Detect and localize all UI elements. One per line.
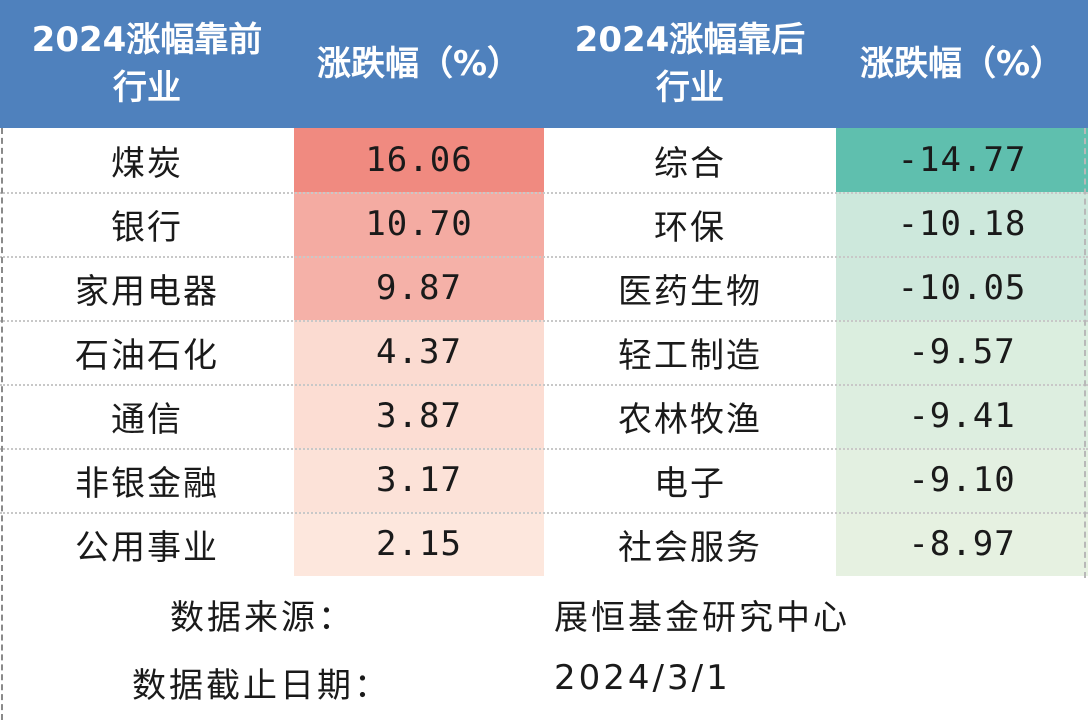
top-change-cell: 16.06 xyxy=(294,128,544,192)
table-row: 家用电器 9.87 医药生物 -10.05 xyxy=(0,256,1088,320)
header-bottom-industry-line1: 2024涨幅靠后 xyxy=(574,20,806,60)
bottom-change-cell: -10.18 xyxy=(836,192,1088,256)
top-change-cell: 10.70 xyxy=(294,192,544,256)
source-label: 数据来源： xyxy=(170,598,355,638)
header-top-industry-line1: 2024涨幅靠前 xyxy=(31,20,263,60)
table-row: 煤炭 16.06 综合 -14.77 xyxy=(0,128,1088,192)
table-row: 银行 10.70 环保 -10.18 xyxy=(0,192,1088,256)
bottom-change-cell: -8.97 xyxy=(836,512,1088,576)
top-industry-cell: 通信 xyxy=(0,384,294,448)
top-change-cell: 9.87 xyxy=(294,256,544,320)
bottom-industry-cell: 轻工制造 xyxy=(544,320,836,384)
top-industry-cell: 家用电器 xyxy=(0,256,294,320)
header-bottom-industry-line2: 行业 xyxy=(655,68,724,108)
source-value: 展恒基金研究中心 xyxy=(554,598,850,638)
top-industry-cell: 煤炭 xyxy=(0,128,294,192)
bottom-industry-cell: 社会服务 xyxy=(544,512,836,576)
header-bottom-change: 涨跌幅（%） xyxy=(859,44,1065,84)
header-top-industry: 2024涨幅靠前 行业 xyxy=(0,0,294,128)
header-top-change: 涨跌幅（%） xyxy=(316,44,522,84)
row-divider xyxy=(0,512,1088,514)
header-bottom-industry: 2024涨幅靠后 行业 xyxy=(544,0,836,128)
top-change-cell: 3.17 xyxy=(294,448,544,512)
bottom-change-cell: -9.57 xyxy=(836,320,1088,384)
bottom-industry-cell: 农林牧渔 xyxy=(544,384,836,448)
row-divider xyxy=(0,384,1088,386)
bottom-industry-cell: 环保 xyxy=(544,192,836,256)
top-change-cell: 2.15 xyxy=(294,512,544,576)
table-row: 石油石化 4.37 轻工制造 -9.57 xyxy=(0,320,1088,384)
top-industry-cell: 石油石化 xyxy=(0,320,294,384)
table-row: 公用事业 2.15 社会服务 -8.97 xyxy=(0,512,1088,576)
top-change-cell: 4.37 xyxy=(294,320,544,384)
top-industry-cell: 公用事业 xyxy=(0,512,294,576)
row-divider xyxy=(0,192,1088,194)
top-industry-cell: 银行 xyxy=(0,192,294,256)
row-divider xyxy=(0,448,1088,450)
bottom-industry-cell: 医药生物 xyxy=(544,256,836,320)
row-divider xyxy=(0,256,1088,258)
bottom-change-cell: -9.10 xyxy=(836,448,1088,512)
bottom-change-cell: -14.77 xyxy=(836,128,1088,192)
right-border xyxy=(1084,128,1086,578)
table-header: 2024涨幅靠前 行业 涨跌幅（%） 2024涨幅靠后 行业 涨跌幅（%） xyxy=(0,0,1088,128)
date-value: 2024/3/1 xyxy=(554,658,731,698)
date-label: 数据截止日期： xyxy=(132,666,391,706)
bottom-change-cell: -10.05 xyxy=(836,256,1088,320)
table-row: 非银金融 3.17 电子 -9.10 xyxy=(0,448,1088,512)
bottom-change-cell: -9.41 xyxy=(836,384,1088,448)
bottom-industry-cell: 综合 xyxy=(544,128,836,192)
top-industry-cell: 非银金融 xyxy=(0,448,294,512)
left-border xyxy=(1,128,3,720)
table-row: 通信 3.87 农林牧渔 -9.41 xyxy=(0,384,1088,448)
row-divider xyxy=(0,320,1088,322)
bottom-industry-cell: 电子 xyxy=(544,448,836,512)
top-change-cell: 3.87 xyxy=(294,384,544,448)
header-top-industry-line2: 行业 xyxy=(112,68,181,108)
